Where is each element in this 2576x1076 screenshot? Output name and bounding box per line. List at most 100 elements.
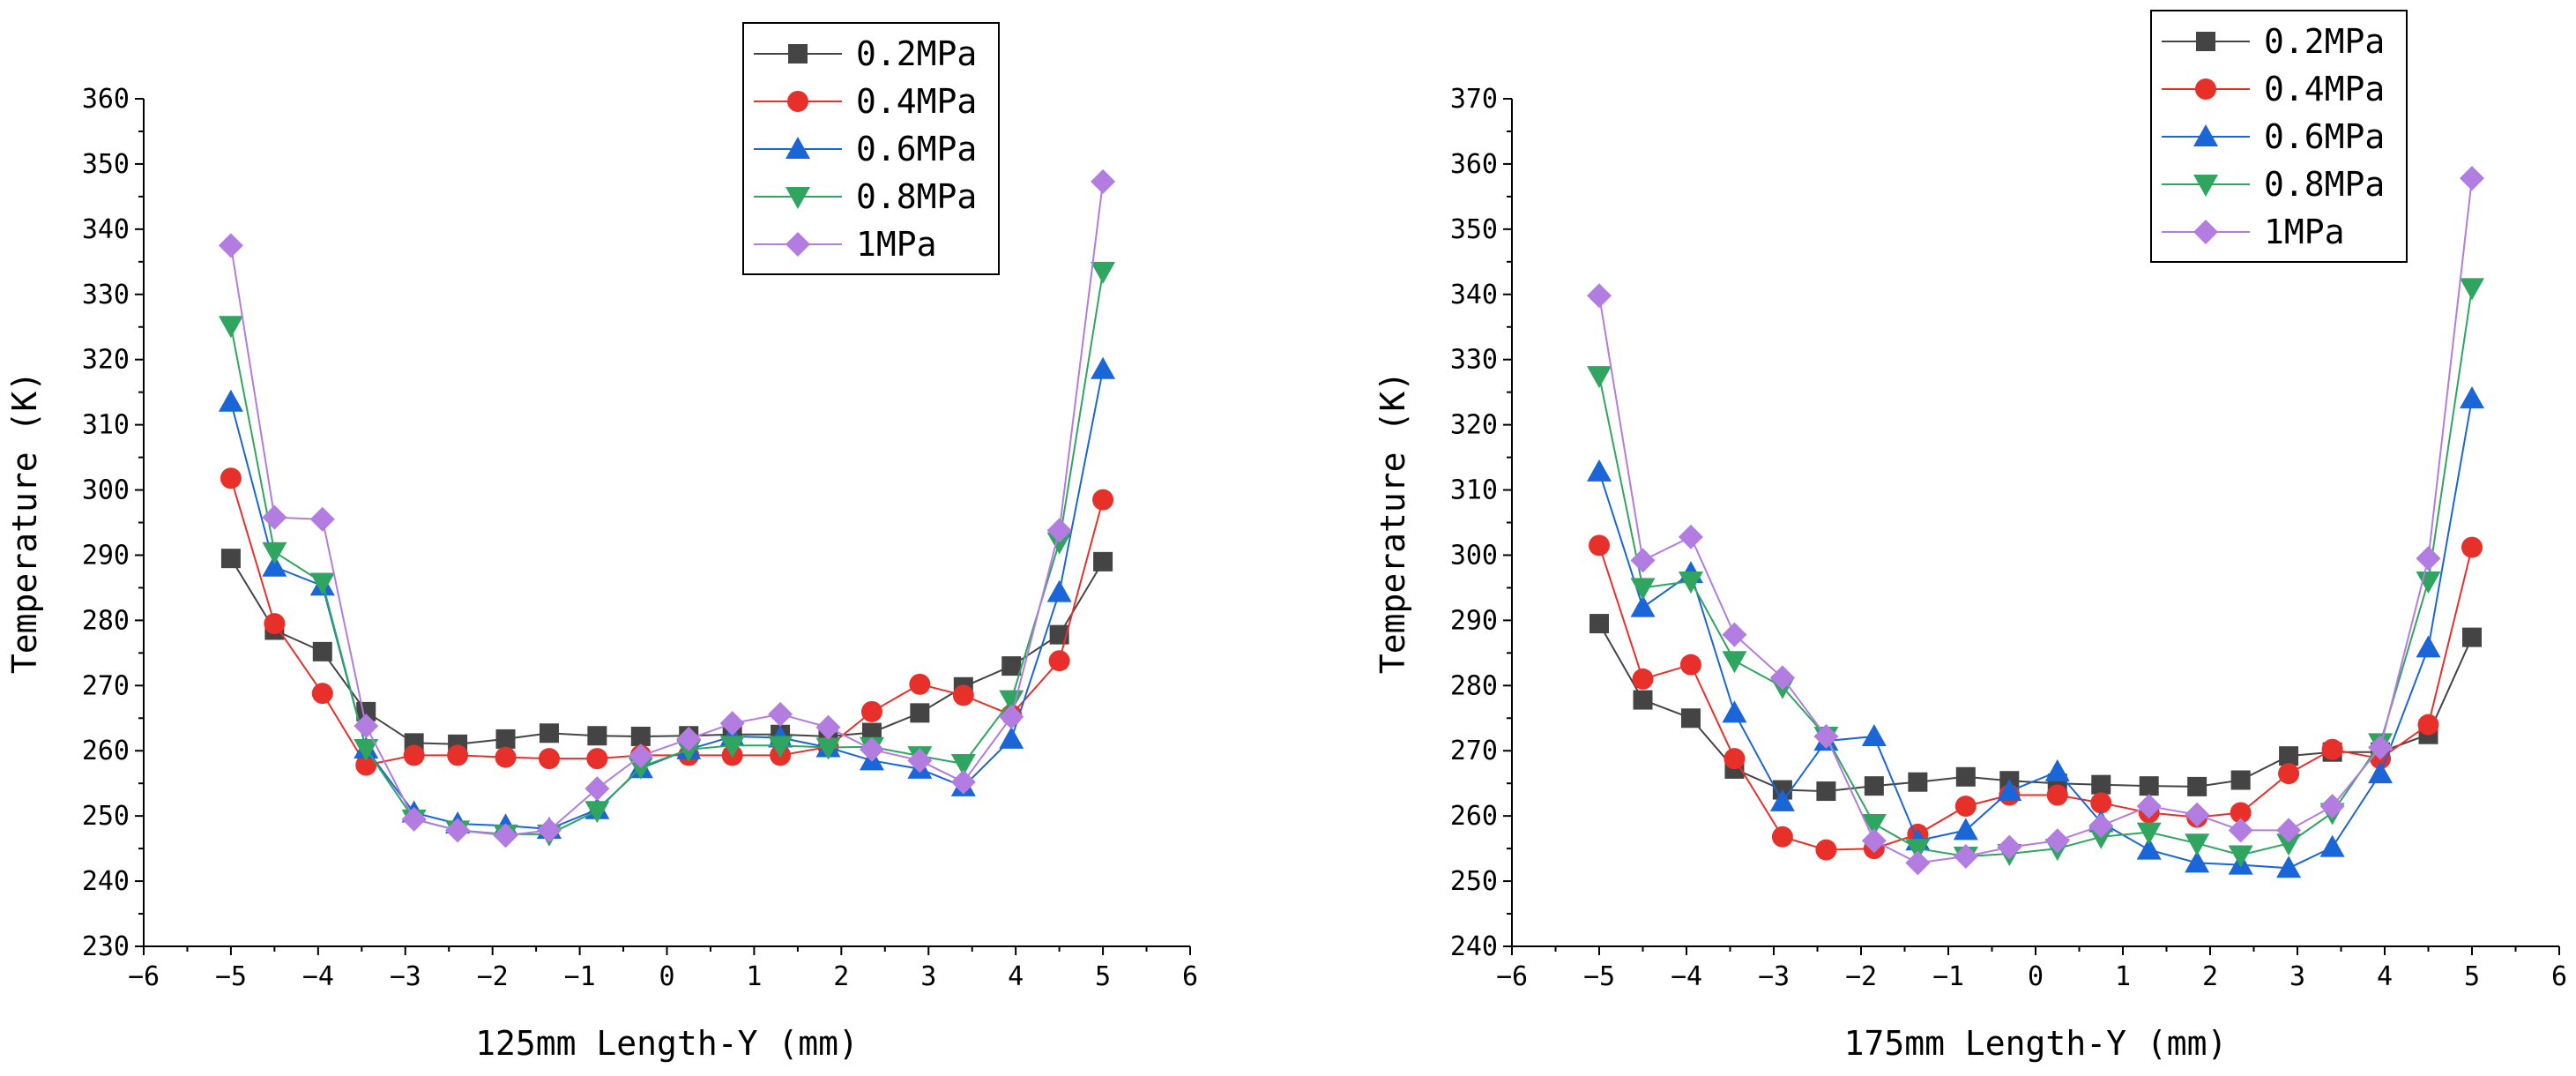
data-point — [2319, 834, 2345, 857]
y-tick-label: 280 — [1450, 670, 1498, 701]
data-point — [354, 739, 379, 762]
legend-label: 0.8MPa — [856, 177, 977, 216]
data-point — [1769, 665, 1795, 691]
data-point — [2136, 837, 2162, 860]
data-point — [584, 801, 610, 824]
data-point — [909, 673, 931, 695]
data-point — [2136, 794, 2162, 819]
data-point — [220, 467, 242, 489]
data-point — [860, 700, 882, 722]
data-point — [2185, 833, 2210, 856]
data-point — [1680, 708, 1701, 729]
y-tick-label: 300 — [82, 475, 130, 506]
x-tick-label: 3 — [2289, 961, 2305, 992]
data-point — [1046, 579, 1072, 602]
data-point — [1908, 772, 1928, 792]
data-point — [1997, 834, 2022, 860]
data-point — [495, 746, 517, 768]
data-point — [2368, 735, 2394, 760]
series-0.2MPa — [220, 549, 1113, 754]
x-tick-label: −6 — [1496, 961, 1528, 992]
series-line — [1598, 288, 2473, 858]
legend-marker — [787, 91, 808, 112]
data-point — [539, 723, 559, 743]
data-point — [262, 554, 287, 577]
data-point — [1678, 572, 1703, 594]
data-point — [355, 754, 377, 776]
legend-marker — [785, 187, 810, 209]
data-point — [1046, 532, 1072, 555]
x-tick-label: −5 — [1583, 961, 1615, 992]
data-point — [1630, 594, 1656, 617]
data-point — [2139, 776, 2159, 796]
data-point — [1861, 814, 1887, 837]
data-point — [1955, 766, 1976, 787]
data-point — [1091, 168, 1116, 194]
data-point — [676, 726, 702, 751]
y-axis-title: Temperature (K) — [1374, 371, 1412, 674]
legend-marker — [2196, 32, 2215, 51]
data-point — [952, 684, 974, 706]
data-point — [220, 549, 241, 569]
data-point — [628, 757, 653, 780]
data-point — [218, 316, 243, 339]
data-point — [1633, 690, 1653, 710]
data-point — [1091, 261, 1116, 284]
y-tick-label: 360 — [1450, 149, 1498, 180]
data-point — [2416, 635, 2441, 658]
x-tick-label: 1 — [2115, 961, 2131, 992]
y-tick-label: 290 — [1450, 605, 1498, 636]
legend-marker — [2193, 175, 2218, 197]
x-tick-label: 6 — [2551, 961, 2567, 992]
legend-label: 0.2MPa — [856, 34, 977, 73]
data-point — [1093, 551, 1113, 572]
x-tick-label: −4 — [1671, 961, 1702, 992]
data-point — [1590, 614, 1609, 634]
data-point — [1587, 283, 1612, 309]
x-tick-label: −2 — [1845, 961, 1877, 992]
legend-label: 0.2MPa — [2264, 22, 2385, 61]
data-point — [311, 683, 333, 705]
data-point — [719, 736, 745, 758]
data-point — [1813, 723, 1839, 749]
data-point — [218, 389, 243, 412]
data-point — [1861, 723, 1887, 746]
right-chart-175mm: −6 −5 −4 −3 −2 −1 0 1 2 3 4 5 6 240 250 260 270 280 290 300… — [1374, 10, 2567, 1063]
series-0.6MPa — [218, 356, 1116, 839]
x-axis-title: 175mm Length-Y (mm) — [1844, 1024, 2228, 1063]
y-tick-label: 370 — [1450, 84, 1498, 115]
y-axis-title: Temperature (K) — [5, 371, 44, 674]
data-point — [815, 737, 841, 760]
y-tick-label: 240 — [82, 866, 130, 897]
data-point — [1816, 781, 1836, 802]
data-point — [2416, 572, 2441, 594]
legend-label: 0.6MPa — [2264, 117, 2385, 156]
data-point — [1587, 459, 1612, 482]
legend-label: 1MPa — [2264, 213, 2345, 251]
data-point — [1815, 839, 1837, 861]
y-tick-label: 310 — [82, 410, 130, 441]
x-tick-label: 2 — [833, 961, 849, 992]
legend-marker — [785, 137, 810, 159]
x-tick-label: −5 — [215, 961, 247, 992]
data-point — [586, 748, 608, 770]
data-point — [950, 754, 976, 777]
series-0.6MPa — [1587, 386, 2484, 878]
series-0.4MPa — [220, 467, 1114, 776]
data-point — [1769, 788, 1795, 811]
x-tick-label: −3 — [1758, 961, 1790, 992]
x-tick-label: 2 — [2202, 961, 2218, 992]
data-point — [2091, 774, 2111, 795]
data-point — [309, 506, 335, 532]
x-tick-label: 4 — [2377, 961, 2393, 992]
data-point — [907, 748, 933, 773]
data-point — [1724, 748, 1746, 770]
data-point — [2228, 818, 2253, 843]
y-tick-label: 250 — [82, 801, 130, 832]
data-point — [1954, 796, 1977, 818]
y-tick-label: 260 — [1450, 801, 1498, 832]
x-tick-label: 5 — [2464, 961, 2480, 992]
y-tick-label: 320 — [1450, 410, 1498, 441]
legend-marker — [2195, 78, 2216, 100]
y-tick-label: 240 — [1450, 931, 1498, 962]
